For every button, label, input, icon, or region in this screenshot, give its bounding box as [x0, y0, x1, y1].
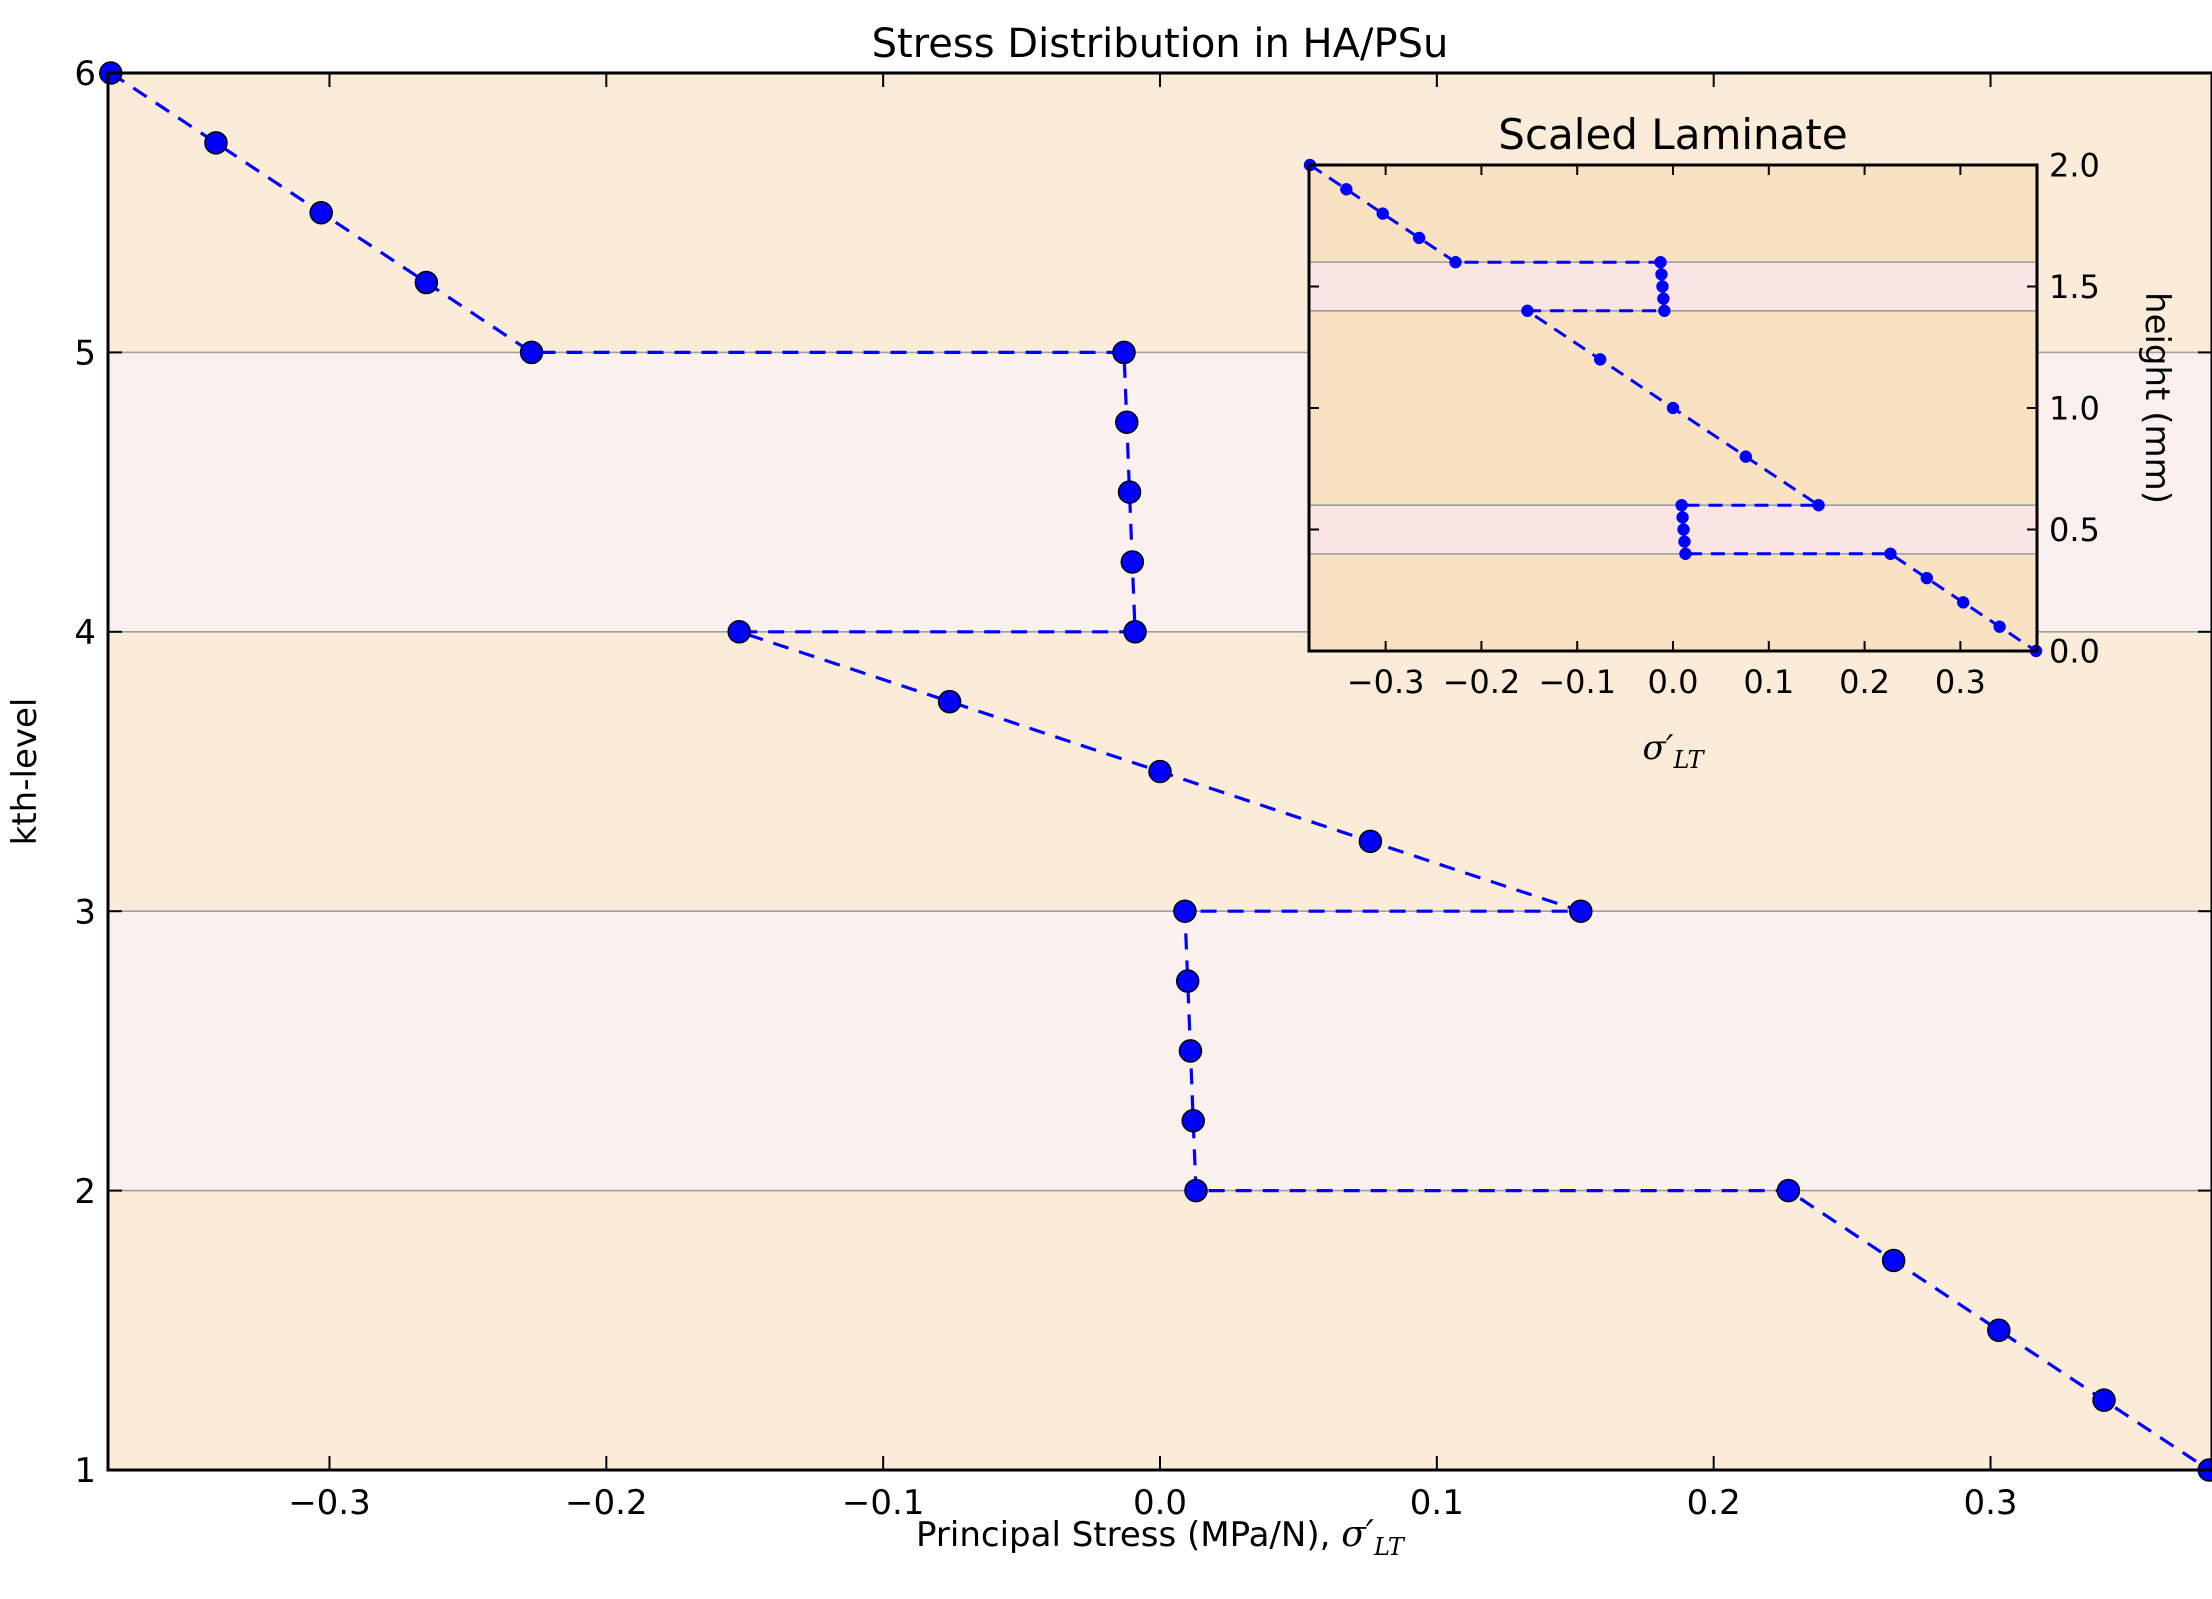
inset-xtick-label: 0.2 [1839, 663, 1890, 701]
inset-chart: −0.3 −0.2 −0.1 0.0 0.1 0.2 0.3 0.0 0.5 1.0 1.5 2.0 S… [1303, 110, 2177, 774]
main-ytick-label: 1 [74, 1451, 96, 1491]
main-data-point [1181, 1109, 1205, 1133]
main-xtick-label: 0.1 [1410, 1483, 1464, 1523]
inset-data-point [1884, 547, 1897, 561]
main-ytick-label: 6 [74, 54, 96, 94]
inset-data-point [1376, 207, 1390, 220]
main-title: Stress Distribution in HA/PSu [872, 21, 1449, 67]
main-data-point [727, 620, 751, 644]
inset-data-point [1449, 255, 1462, 269]
inset-title: Scaled Laminate [1498, 110, 1847, 159]
inset-ytick-label: 1.0 [2049, 390, 2100, 428]
main-data-point [1987, 1318, 2011, 1343]
main-data-point [1358, 829, 1383, 854]
inset-y-axis-label: height (mm) [2137, 292, 2177, 504]
inset-shaded-band [1309, 505, 2037, 554]
main-data-point [1148, 759, 1172, 784]
main-data-point [1117, 480, 1142, 504]
main-y-axis-label: kth-level [5, 698, 45, 846]
inset-data-point [1666, 401, 1680, 415]
main-data-point [1178, 1039, 1203, 1063]
main-data-point [414, 270, 439, 295]
inset-ytick-label: 0.5 [2049, 511, 2100, 549]
inset-x-axis-label: σ′LT [1643, 728, 1706, 774]
main-xtick-label: −0.1 [842, 1483, 925, 1523]
inset-data-point [1993, 620, 2006, 633]
inset-data-point [1678, 535, 1691, 548]
main-data-point [519, 340, 544, 365]
inset-data-point [1656, 280, 1669, 293]
main-data-point [309, 200, 333, 225]
inset-data-point [1956, 596, 1970, 609]
inset-data-point [1654, 255, 1667, 269]
main-ytick-label: 4 [74, 613, 96, 653]
main-data-point [1569, 899, 1593, 923]
inset-data-point [1676, 511, 1689, 524]
main-data-point [1776, 1178, 1801, 1203]
main-data-point [1173, 899, 1197, 923]
main-data-point [2092, 1388, 2116, 1412]
main-x-axis-label: Principal Stress (MPa/N), σ′LT [916, 1514, 1406, 1561]
main-data-point [1175, 969, 1200, 993]
inset-data-point [1657, 292, 1670, 305]
inset-data-point [1679, 547, 1692, 561]
inset-xtick-label: 0.1 [1743, 663, 1794, 701]
main-data-point [937, 689, 962, 714]
inset-xtick-label: −0.1 [1538, 663, 1616, 701]
inset-xtick-label: −0.3 [1347, 663, 1425, 701]
inset-xtick-label: 0.0 [1648, 663, 1699, 701]
inset-data-point [1412, 231, 1426, 245]
main-data-point [204, 131, 228, 155]
inset-xtick-label: −0.2 [1443, 663, 1521, 701]
main-ytick-label: 5 [74, 334, 96, 374]
main-xtick-label: 0.2 [1687, 1483, 1741, 1523]
main-ytick-label: 2 [74, 1172, 96, 1212]
main-data-point [1881, 1248, 1906, 1273]
inset-data-point [1655, 268, 1668, 281]
inset-ytick-label: 2.0 [2049, 147, 2100, 185]
inset-data-point [1920, 571, 1934, 585]
inset-ytick-label: 0.0 [2049, 633, 2100, 671]
main-data-point [1120, 550, 1145, 574]
main-data-point [1123, 620, 1147, 644]
main-data-point [1115, 410, 1139, 434]
inset-data-point [1658, 304, 1671, 318]
main-ytick-label: 3 [74, 892, 96, 932]
inset-ytick-label: 1.5 [2049, 268, 2100, 306]
main-data-point [1184, 1178, 1208, 1203]
main-xtick-label: 0.0 [1133, 1483, 1187, 1523]
main-data-point [1112, 340, 1136, 365]
inset-data-point [1521, 304, 1534, 318]
main-xtick-label: −0.3 [288, 1483, 371, 1523]
inset-data-point [1593, 353, 1607, 366]
main-shaded-band [108, 911, 2212, 1191]
inset-data-point [1739, 450, 1753, 463]
main-xtick-label: −0.2 [565, 1483, 648, 1523]
main-xtick-label: 0.3 [1963, 1483, 2017, 1523]
inset-xtick-label: 0.3 [1935, 663, 1986, 701]
inset-data-point [1340, 183, 1353, 196]
inset-data-point [1675, 498, 1688, 512]
inset-data-point [1812, 498, 1825, 512]
inset-data-point [1677, 523, 1690, 536]
inset-shaded-band [1309, 262, 2037, 311]
